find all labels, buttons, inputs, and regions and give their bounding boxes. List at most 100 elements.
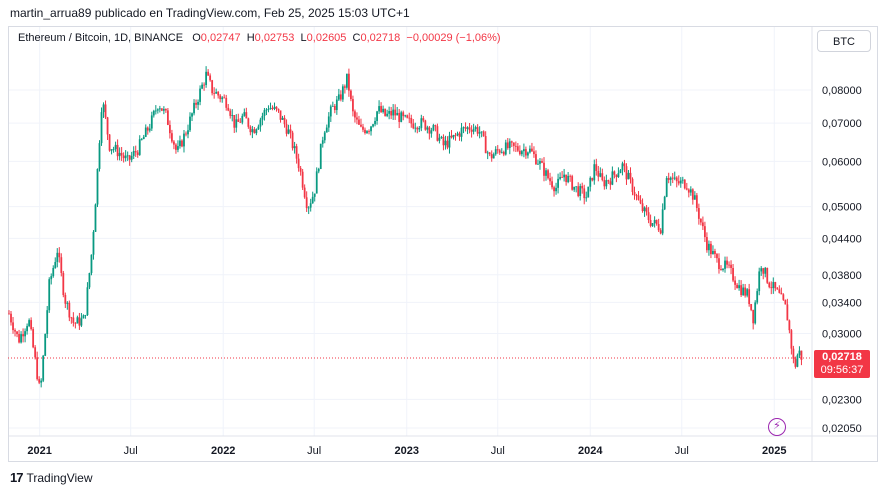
candle-body: [533, 151, 535, 155]
candle-body: [144, 127, 147, 137]
candle-body: [516, 146, 519, 151]
candle-body: [577, 186, 580, 196]
candle-body: [412, 123, 415, 129]
candle-body: [187, 130, 189, 135]
candle-body: [366, 131, 368, 134]
candle-body: [301, 171, 304, 188]
candle-body: [263, 110, 266, 116]
chart-frame[interactable]: [8, 26, 878, 462]
candle-body: [796, 355, 799, 367]
candle-body: [474, 127, 477, 129]
open-value: 0,02747: [200, 32, 241, 44]
candle-body: [90, 254, 93, 274]
candle-body: [710, 243, 712, 255]
candle-body: [62, 272, 65, 295]
candle-body: [637, 195, 640, 200]
candle-body: [311, 196, 314, 204]
candle-body: [573, 186, 576, 190]
candle-body: [766, 267, 769, 283]
candle-body: [313, 193, 316, 197]
currency-button[interactable]: BTC: [817, 30, 871, 52]
candle-body: [472, 128, 475, 132]
candle-body: [354, 111, 356, 118]
candle-body: [675, 177, 678, 182]
candle-body: [386, 113, 389, 116]
candle-body: [343, 86, 346, 88]
candle-body: [450, 135, 453, 138]
candle-body: [613, 171, 616, 175]
candle-body: [28, 320, 31, 327]
tradingview-mark-icon: 17: [10, 470, 24, 485]
lightning-icon[interactable]: ⚡: [768, 418, 786, 436]
candle-body: [466, 127, 469, 129]
candle-body: [565, 174, 568, 183]
candle-body: [559, 177, 561, 179]
candle-body: [506, 142, 509, 149]
candle-body: [683, 179, 686, 189]
candle-body: [162, 108, 165, 111]
candle-body: [508, 141, 511, 149]
candle-body: [591, 177, 594, 181]
candle-body: [617, 173, 620, 178]
close-value: 0,02718: [360, 32, 401, 44]
candle-body: [760, 268, 763, 272]
candle-body: [643, 207, 646, 212]
high-value: 0,02753: [254, 32, 295, 44]
x-tick-label: Jul: [307, 445, 321, 457]
candle-body: [140, 139, 143, 140]
candle-body: [736, 284, 738, 289]
candle-body: [58, 252, 61, 258]
candle-body: [531, 148, 533, 152]
candle-body: [10, 313, 12, 323]
candle-body: [337, 94, 340, 100]
candle-body: [358, 119, 360, 125]
candle-body: [422, 118, 425, 121]
candle-body: [786, 304, 789, 321]
candle-body: [102, 104, 105, 113]
candle-body: [231, 115, 234, 116]
change-value: −0,00029 (−1,06%): [406, 32, 501, 44]
candle-body: [335, 99, 338, 111]
candle-body: [500, 151, 503, 153]
candle-body: [40, 380, 43, 383]
candle-body: [189, 116, 191, 131]
candle-body: [56, 252, 59, 262]
candle-body: [26, 326, 29, 332]
symbol-label[interactable]: Ethereum / Bitcoin, 1D, BINANCE: [18, 32, 184, 44]
candle-body: [788, 320, 791, 331]
candle-body: [24, 331, 26, 337]
candle-body: [669, 177, 672, 180]
candle-body: [446, 140, 449, 148]
candle-body: [458, 133, 461, 137]
candle-body: [529, 148, 531, 153]
candle-body: [345, 73, 348, 88]
candle-body: [722, 268, 724, 270]
candle-body: [432, 125, 435, 131]
candle-body: [380, 106, 382, 113]
candle-body: [641, 203, 644, 212]
candle-body: [86, 287, 89, 316]
y-tick-label: 0,08000: [822, 85, 862, 97]
candle-body: [92, 231, 95, 255]
candle-body: [406, 115, 409, 118]
candle-body: [223, 97, 226, 99]
candle-body: [164, 108, 167, 111]
candle-body: [635, 195, 638, 197]
candle-body: [46, 310, 49, 334]
candle-body: [607, 180, 610, 182]
candle-body: [708, 243, 710, 251]
candle-body: [762, 268, 765, 274]
x-tick-label: 2022: [211, 445, 235, 457]
candle-body: [307, 207, 310, 209]
candle-body: [229, 110, 232, 116]
candle-body: [8, 313, 10, 315]
candle-body: [728, 264, 730, 266]
candle-body: [327, 116, 330, 128]
candle-body: [404, 115, 407, 117]
candle-body: [448, 135, 451, 148]
candle-body: [780, 292, 783, 295]
candle-body: [537, 163, 539, 165]
candle-body: [52, 267, 55, 277]
candle-body: [217, 91, 220, 96]
